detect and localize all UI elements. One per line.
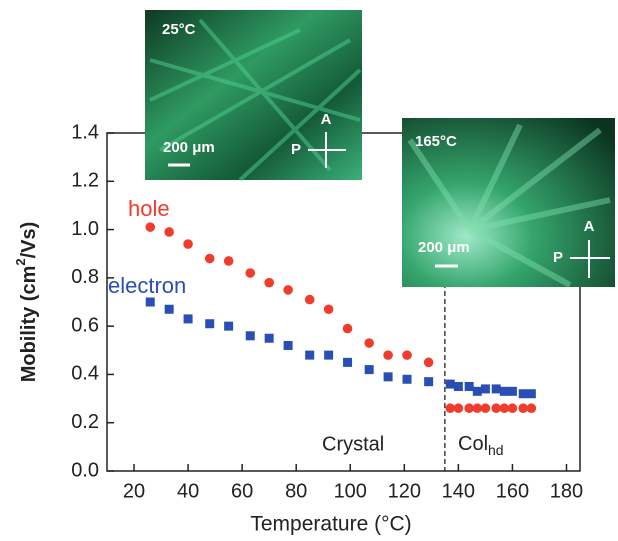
point: [264, 278, 274, 288]
point: [165, 305, 174, 314]
x-tick-label: 100: [334, 480, 367, 502]
scale-bar-label: 200 μm: [163, 139, 215, 156]
phase-label: Colhd: [458, 433, 504, 457]
point: [527, 389, 536, 398]
point: [265, 334, 274, 343]
analyzer: A: [321, 111, 332, 128]
inset-1: 25°C 200 μm A P: [145, 10, 362, 180]
scale-bar-label: 200 μm: [418, 239, 470, 256]
point: [492, 384, 501, 393]
y-tick-label: 0.2: [71, 411, 99, 433]
x-tick-label: 160: [496, 480, 529, 502]
x-tick-label: 20: [123, 480, 145, 502]
y-label-text: /Vs): [18, 222, 40, 259]
point: [454, 382, 463, 391]
x-tick-label: 180: [550, 480, 583, 502]
x-axis-label: Temperature (°C): [250, 513, 411, 536]
y-tick-label: 0.0: [71, 459, 99, 481]
point: [383, 350, 393, 360]
point: [508, 387, 517, 396]
inset-2: 165°C 200 μm A P: [402, 118, 615, 287]
y-tick-label: 1.4: [71, 121, 99, 143]
point: [224, 322, 233, 331]
x-tick-label: 80: [285, 480, 307, 502]
phase-text: Col: [458, 433, 488, 455]
point: [145, 222, 155, 232]
series-label: electron: [108, 273, 186, 298]
point: [224, 256, 234, 266]
point: [508, 403, 518, 413]
point: [519, 389, 528, 398]
point: [205, 319, 214, 328]
point: [402, 350, 412, 360]
point: [246, 331, 255, 340]
point: [500, 387, 509, 396]
point: [324, 351, 333, 360]
phase-label: Crystal: [322, 433, 384, 455]
point: [205, 254, 215, 264]
x-tick-label: 140: [442, 480, 475, 502]
point: [343, 324, 353, 334]
point: [305, 351, 314, 360]
point: [146, 298, 155, 307]
point: [364, 338, 374, 348]
polarizer: P: [291, 141, 301, 158]
point: [324, 304, 334, 314]
point: [365, 365, 374, 374]
point: [403, 375, 412, 384]
x-tick-label: 120: [388, 480, 421, 502]
point: [184, 314, 193, 323]
point: [481, 403, 491, 413]
point: [343, 358, 352, 367]
y-tick-label: 1.2: [71, 170, 99, 192]
point: [284, 341, 293, 350]
point: [424, 358, 434, 368]
point: [384, 372, 393, 381]
point: [424, 377, 433, 386]
x-tick-label: 40: [177, 480, 199, 502]
point: [183, 239, 193, 249]
y-tick-label: 1.0: [71, 218, 99, 240]
point: [454, 403, 464, 413]
series-label: hole: [128, 196, 170, 221]
y-label-text: Mobility (cm: [18, 266, 40, 383]
y-tick-label: 0.4: [71, 363, 99, 385]
point: [446, 380, 455, 389]
x-tick-label: 60: [231, 480, 253, 502]
analyzer: A: [584, 218, 595, 235]
point: [164, 227, 174, 237]
point: [305, 295, 315, 305]
point: [245, 268, 255, 278]
point: [481, 384, 490, 393]
polarizer: P: [553, 249, 563, 266]
point: [527, 403, 537, 413]
y-tick-label: 0.6: [71, 314, 99, 336]
point: [465, 382, 474, 391]
chart: 20 40 60 80 100 120 140 160 180 0.0 0.2 0.4 0.6 0.8 1.…: [0, 0, 618, 541]
point: [473, 387, 482, 396]
y-axis-label: Mobility (cm2/Vs): [13, 222, 40, 383]
phase-sub: hd: [488, 442, 504, 458]
y-tick-label: 0.8: [71, 266, 99, 288]
point: [283, 285, 293, 295]
inset-temperature: 25°C: [162, 21, 196, 38]
y-label-sup: 2: [13, 258, 28, 265]
inset-temperature: 165°C: [415, 133, 457, 150]
